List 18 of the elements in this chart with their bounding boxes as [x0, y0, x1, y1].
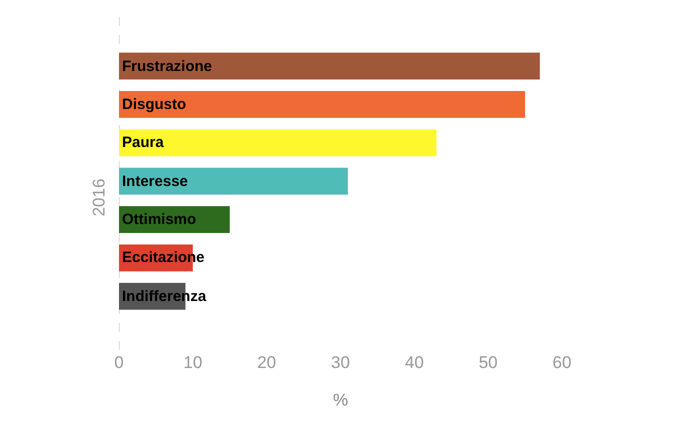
x-axis-title: %	[332, 390, 348, 410]
bar	[119, 52, 540, 80]
x-tick-label: 40	[404, 353, 424, 372]
bar	[119, 129, 436, 156]
y-tick-label: Ottimismo	[122, 211, 196, 228]
bar	[119, 168, 348, 195]
x-tick-label: 0	[114, 353, 124, 372]
x-tick-label: 20	[257, 353, 276, 372]
x-tick-label: 50	[478, 353, 498, 372]
y-tick-label: Interesse	[122, 173, 188, 190]
y-tick-label: Frustrazione	[122, 58, 212, 75]
x-tick-label: 60	[552, 353, 572, 372]
x-tick-label: 30	[331, 353, 350, 372]
y-tick-label: Disgusto	[122, 96, 186, 113]
bar	[119, 91, 526, 118]
y-tick-label: Paura	[122, 134, 164, 151]
y-axis-title: 2016	[90, 178, 109, 216]
x-tick-label: 10	[183, 353, 202, 372]
